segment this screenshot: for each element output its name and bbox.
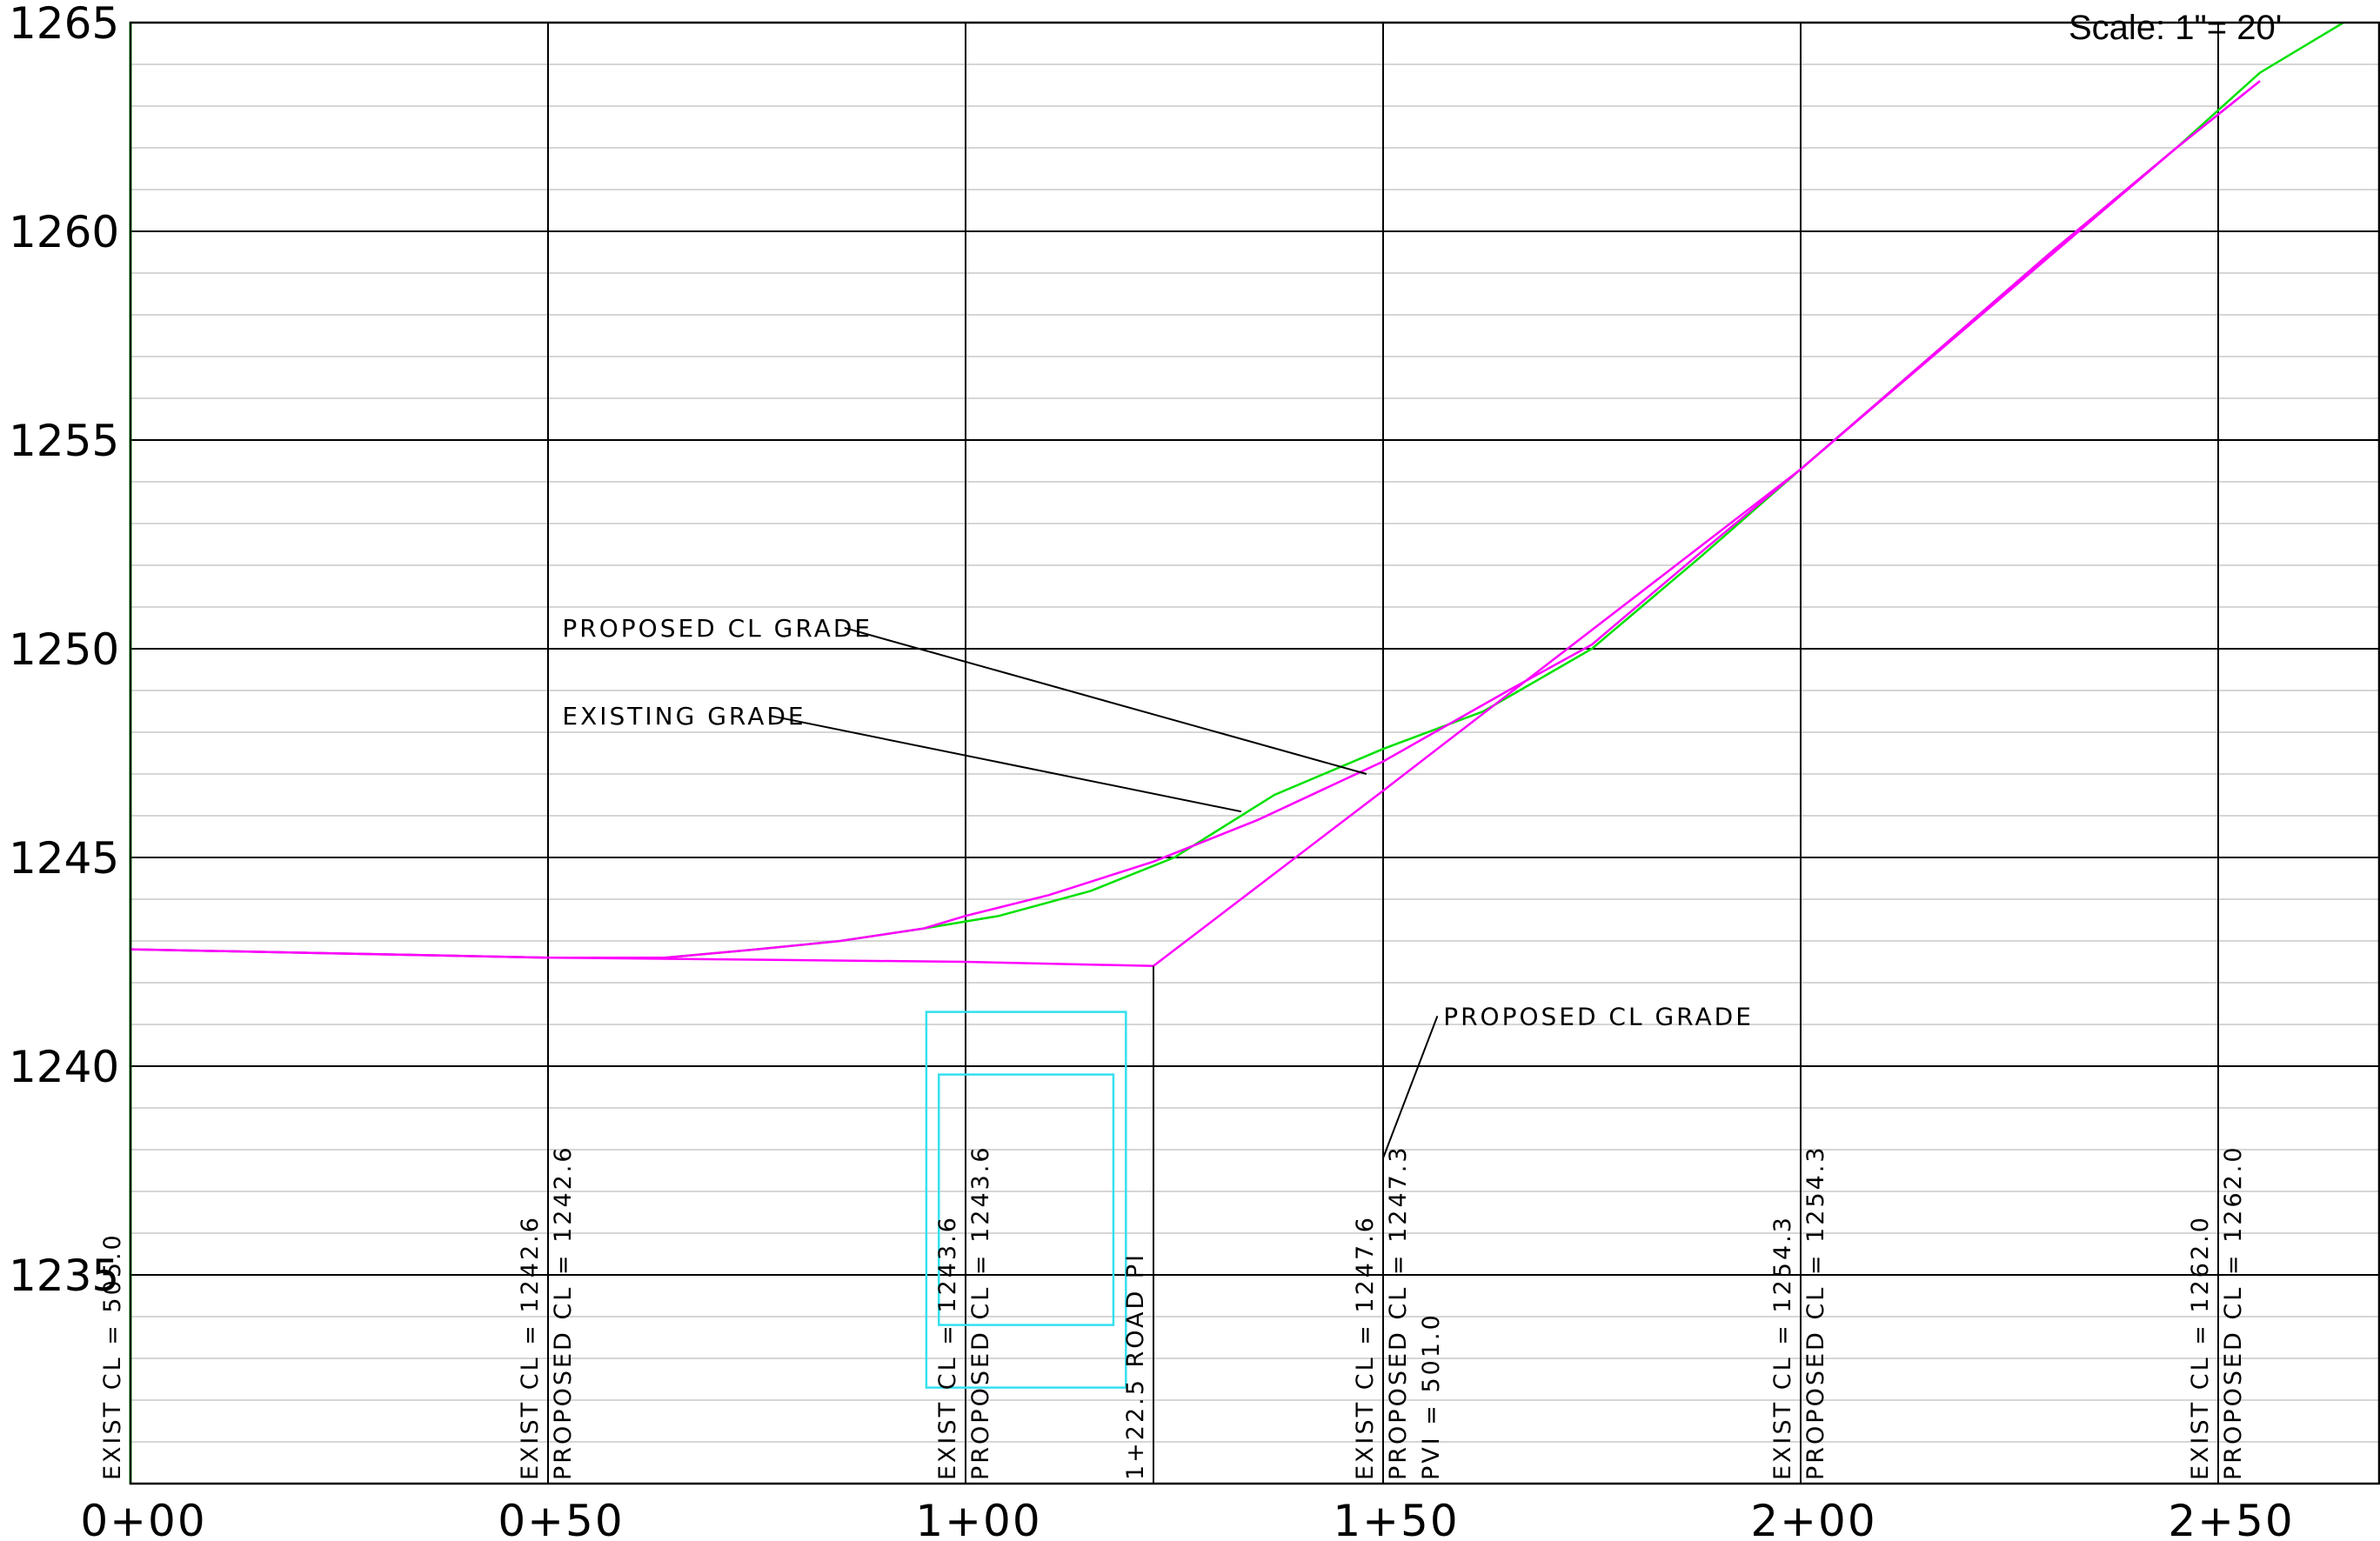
station-label: EXIST CL = 1243.6 [934, 1215, 961, 1480]
callout-labels: PROPOSED CL GRADE EXISTING GRADE PROPOSED … [562, 614, 1754, 1031]
y-tick-label: 1255 [9, 416, 119, 466]
axis-tick-labels: 1235 1240 1245 1250 1255 1260 1265 0+00 0+50 1+00… [9, 0, 2294, 1541]
y-tick-label: 1240 [9, 1042, 119, 1092]
station-label: 1+22.5 ROAD PI [1122, 1252, 1149, 1480]
y-tick-label: 1250 [9, 624, 119, 675]
callout-label: PROPOSED CL GRADE [562, 614, 872, 643]
station-label: PROPOSED CL = 1254.3 [1802, 1144, 1829, 1480]
major-gridlines [129, 22, 2380, 1484]
x-tick-label: 1+50 [1333, 1496, 1459, 1541]
y-tick-label: 1245 [9, 833, 119, 884]
scale-note: Scale: 1"= 20' [2069, 9, 2282, 47]
station-label: EXIST CL = 505.0 [99, 1232, 126, 1480]
callout-label: PROPOSED CL GRADE [1443, 1002, 1754, 1031]
plot-frame [129, 21, 2380, 1485]
station-labels: EXIST CL = 505.0 EXIST CL = 1242.6 PROPOSE… [99, 1144, 2247, 1480]
callout-leader [844, 627, 1367, 775]
grade-line-proposed-tangents [130, 80, 2261, 968]
x-tick-label: 2+00 [1750, 1496, 1876, 1541]
x-tick-label: 0+00 [80, 1496, 206, 1541]
callout-leader [1382, 1016, 1439, 1158]
minor-gridlines [130, 63, 2380, 1443]
grade-lines [130, 21, 2344, 1484]
station-label: EXIST CL = 1247.6 [1352, 1215, 1379, 1480]
x-tick-label: 0+50 [498, 1496, 624, 1541]
station-label: PROPOSED CL = 1262.0 [2220, 1144, 2247, 1480]
station-label: PROPOSED CL = 1242.6 [550, 1144, 577, 1480]
grade-line-existing [130, 21, 2344, 959]
culvert-box [938, 1073, 1115, 1326]
station-label: EXIST CL = 1254.3 [1769, 1215, 1796, 1480]
callout-leader [769, 714, 1241, 813]
culvert-box [925, 1011, 1127, 1389]
station-label: EXIST CL = 1262.0 [2187, 1215, 2214, 1480]
y-tick-label: 1235 [9, 1251, 119, 1301]
culvert-boxes [925, 1011, 1127, 1389]
y-tick-label: 1265 [9, 0, 119, 49]
station-label: PROPOSED CL = 1247.3 [1385, 1144, 1412, 1480]
x-tick-label: 2+50 [2168, 1496, 2294, 1541]
x-tick-label: 1+00 [915, 1496, 1041, 1541]
callout-label: EXISTING GRADE [562, 702, 806, 730]
callout-leaders [769, 627, 1439, 1158]
grade-line-proposed-vertical-curve [130, 80, 2261, 959]
station-label: PVI = 501.0 [1418, 1312, 1445, 1480]
station-label: EXIST CL = 1242.6 [517, 1215, 544, 1480]
station-label: PROPOSED CL = 1243.6 [967, 1144, 994, 1480]
y-tick-label: 1260 [9, 207, 119, 257]
